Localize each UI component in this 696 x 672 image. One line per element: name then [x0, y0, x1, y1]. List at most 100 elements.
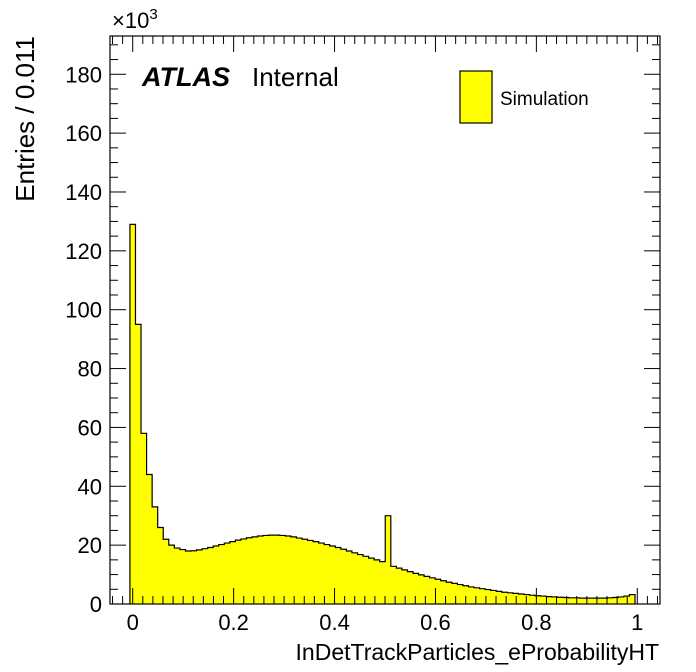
histogram-bin	[590, 598, 597, 604]
y-tick-label: 180	[65, 62, 102, 87]
histogram-bin	[629, 594, 636, 604]
x-tick-label: 0	[127, 610, 139, 635]
x-tick-label: 0.4	[319, 610, 350, 635]
histogram-bin	[174, 548, 181, 604]
histogram-bin	[524, 594, 530, 604]
histogram-bin	[168, 545, 175, 604]
histogram-bin	[141, 433, 147, 604]
histogram-bin	[379, 561, 386, 604]
histogram-bin	[163, 539, 170, 604]
histogram-bin	[557, 597, 564, 604]
histogram-bin	[451, 583, 458, 604]
histogram-bin	[190, 550, 197, 604]
x-tick-label: 0.2	[218, 610, 249, 635]
histogram-bin	[579, 598, 586, 604]
y-tick-label: 140	[65, 180, 102, 205]
histogram-bin	[246, 537, 253, 604]
histogram-bin	[429, 577, 436, 604]
histogram-bin	[462, 585, 469, 604]
histogram-bin	[368, 558, 375, 604]
y-tick-label: 160	[65, 121, 102, 146]
histogram-bin	[562, 597, 569, 604]
histogram-bin	[335, 547, 342, 604]
histogram-bin	[213, 546, 220, 604]
histogram-bin	[301, 539, 308, 604]
histogram-bin	[446, 582, 453, 604]
atlas-sublabel: Internal	[252, 62, 339, 92]
histogram-bin	[396, 568, 403, 604]
x-axis-label: InDetTrackParticles_eProbabilityHT	[296, 639, 659, 665]
histogram-bin	[346, 551, 353, 604]
histogram-bin	[363, 556, 370, 604]
histogram-bin	[263, 535, 270, 604]
histogram-bin	[440, 580, 447, 604]
histogram-bin	[218, 544, 225, 604]
histogram-bin	[235, 540, 242, 604]
y-multiplier-exponent: 3	[149, 6, 157, 23]
x-tick-label: 1	[631, 610, 643, 635]
histogram-bin	[612, 597, 619, 604]
histogram-bin	[390, 566, 397, 604]
histogram-bin	[152, 506, 159, 604]
y-tick-label: 100	[65, 298, 102, 323]
histogram-bin	[535, 595, 542, 604]
histogram-bin	[413, 573, 419, 604]
histogram-bin	[607, 597, 614, 604]
histogram-bin	[179, 549, 186, 604]
histogram-bin	[551, 596, 558, 604]
histogram-bin	[285, 536, 292, 604]
histogram-bin	[435, 579, 442, 604]
y-tick-label: 120	[65, 239, 102, 264]
histogram-bin	[501, 592, 508, 604]
histogram-bin	[324, 544, 331, 604]
histogram-bin	[146, 474, 153, 604]
histogram-bin	[318, 543, 325, 604]
y-tick-label: 0	[90, 592, 102, 617]
histogram-bin	[268, 535, 275, 604]
histogram-bin	[596, 598, 603, 604]
histogram-bin	[490, 590, 497, 604]
histogram-bin	[351, 552, 358, 604]
y-tick-label: 60	[78, 415, 102, 440]
histogram-bin	[274, 535, 281, 604]
histogram-bin	[424, 576, 431, 604]
histogram-bin	[418, 574, 425, 604]
histogram-bin	[479, 588, 486, 604]
histogram-bin	[568, 597, 575, 604]
histogram-bin	[307, 540, 314, 604]
histogram-bin	[202, 548, 209, 604]
histogram-bars	[129, 224, 636, 604]
x-tick-label: 0.8	[521, 610, 552, 635]
histogram-bin	[507, 592, 514, 604]
y-tick-label: 40	[78, 474, 102, 499]
y-tick-label: 80	[78, 357, 102, 382]
histogram-bin	[313, 541, 320, 604]
x-axis-ticks: 0 0.2 0.4 0.6 0.8 1	[112, 36, 658, 635]
histogram-bin	[529, 595, 536, 604]
histogram-bin	[296, 538, 303, 604]
histogram-bin	[385, 515, 392, 604]
histogram-bin	[374, 559, 381, 604]
y-multiplier: ×103	[112, 6, 158, 33]
histogram-bin	[601, 598, 608, 604]
histogram-bin	[252, 536, 258, 604]
histogram-bin	[546, 596, 553, 604]
histogram-bin	[157, 527, 164, 604]
legend-swatch	[459, 70, 493, 124]
histogram-bin	[485, 589, 492, 604]
histogram-bin	[468, 586, 475, 604]
histogram-bin	[257, 536, 264, 604]
histogram-bin	[407, 571, 414, 604]
histogram-bin	[135, 324, 142, 604]
histogram-bin	[496, 591, 503, 604]
x-tick-label: 0.6	[420, 610, 451, 635]
y-axis-ticks: 0 20 40 60 80 100 120 140 160 180	[65, 44, 660, 617]
histogram-bin	[518, 593, 525, 604]
histogram-bin	[585, 598, 592, 604]
histogram-bin	[474, 587, 481, 604]
legend-label: Simulation	[500, 89, 589, 110]
atlas-label: ATLAS	[141, 62, 230, 92]
histogram-bin	[207, 547, 214, 604]
histogram-bin	[540, 596, 547, 604]
